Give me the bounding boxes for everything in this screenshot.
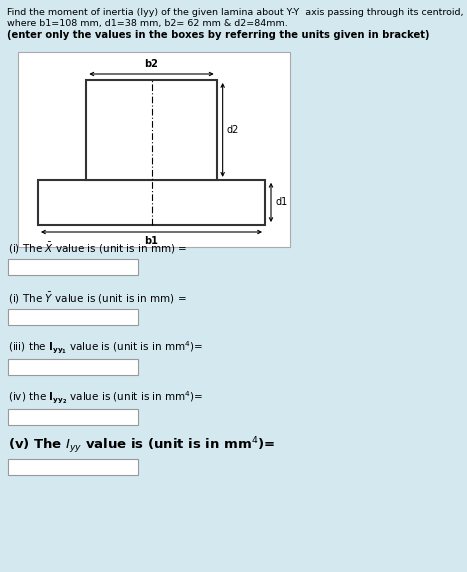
Bar bbox=[18, 52, 290, 247]
Text: (i) The $\bar{Y}$ value is (unit is in mm) =: (i) The $\bar{Y}$ value is (unit is in m… bbox=[8, 291, 187, 306]
Text: b1: b1 bbox=[145, 236, 158, 246]
Bar bbox=[8, 259, 138, 275]
Text: d1: d1 bbox=[275, 197, 287, 208]
Text: (v) The $I_{yy}$ value is (unit is in mm$^4$)=: (v) The $I_{yy}$ value is (unit is in mm… bbox=[8, 435, 275, 456]
Bar bbox=[86, 80, 217, 180]
Bar bbox=[8, 459, 138, 475]
Text: where b1=108 mm, d1=38 mm, b2= 62 mm & d2=84mm.: where b1=108 mm, d1=38 mm, b2= 62 mm & d… bbox=[7, 19, 288, 28]
Bar bbox=[8, 409, 138, 425]
Text: (enter only the values in the boxes by referring the units given in bracket): (enter only the values in the boxes by r… bbox=[7, 30, 430, 40]
Bar bbox=[38, 180, 265, 225]
Bar bbox=[8, 309, 138, 325]
Text: (iii) the $\mathbf{I_{yy_1}}$ value is (unit is in mm$^4$)=: (iii) the $\mathbf{I_{yy_1}}$ value is (… bbox=[8, 339, 203, 356]
Text: (i) The $\bar{X}$ value is (unit is in mm) =: (i) The $\bar{X}$ value is (unit is in m… bbox=[8, 241, 187, 256]
Text: (iv) the $\mathbf{I_{yy_2}}$ value is (unit is in mm$^4$)=: (iv) the $\mathbf{I_{yy_2}}$ value is (u… bbox=[8, 390, 204, 406]
Text: d2: d2 bbox=[226, 125, 239, 135]
Text: b2: b2 bbox=[145, 59, 158, 69]
Bar bbox=[8, 359, 138, 375]
Text: Find the moment of inertia (Iyy) of the given lamina about Y-Y  axis passing thr: Find the moment of inertia (Iyy) of the … bbox=[7, 8, 464, 17]
